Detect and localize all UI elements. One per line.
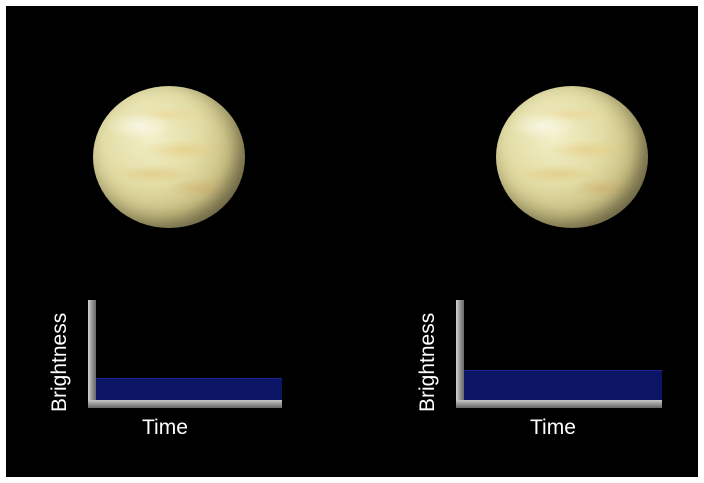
brightness-plot-right: Brightness Time <box>414 294 664 454</box>
y-axis-label: Brightness <box>416 312 439 412</box>
x-axis <box>88 400 282 408</box>
animation-frame: Brightness Time Brightness Time <box>6 6 698 477</box>
y-axis <box>456 300 464 404</box>
x-axis <box>456 400 662 408</box>
y-axis <box>88 300 96 404</box>
brightness-bar <box>464 370 662 401</box>
y-axis-label: Brightness <box>48 312 71 412</box>
brightness-bar <box>96 378 282 401</box>
planet-left <box>93 86 245 228</box>
x-axis-label: Time <box>530 416 576 439</box>
brightness-plot-left: Brightness Time <box>46 294 286 454</box>
x-axis-label: Time <box>142 416 188 439</box>
planet-right <box>496 86 648 228</box>
